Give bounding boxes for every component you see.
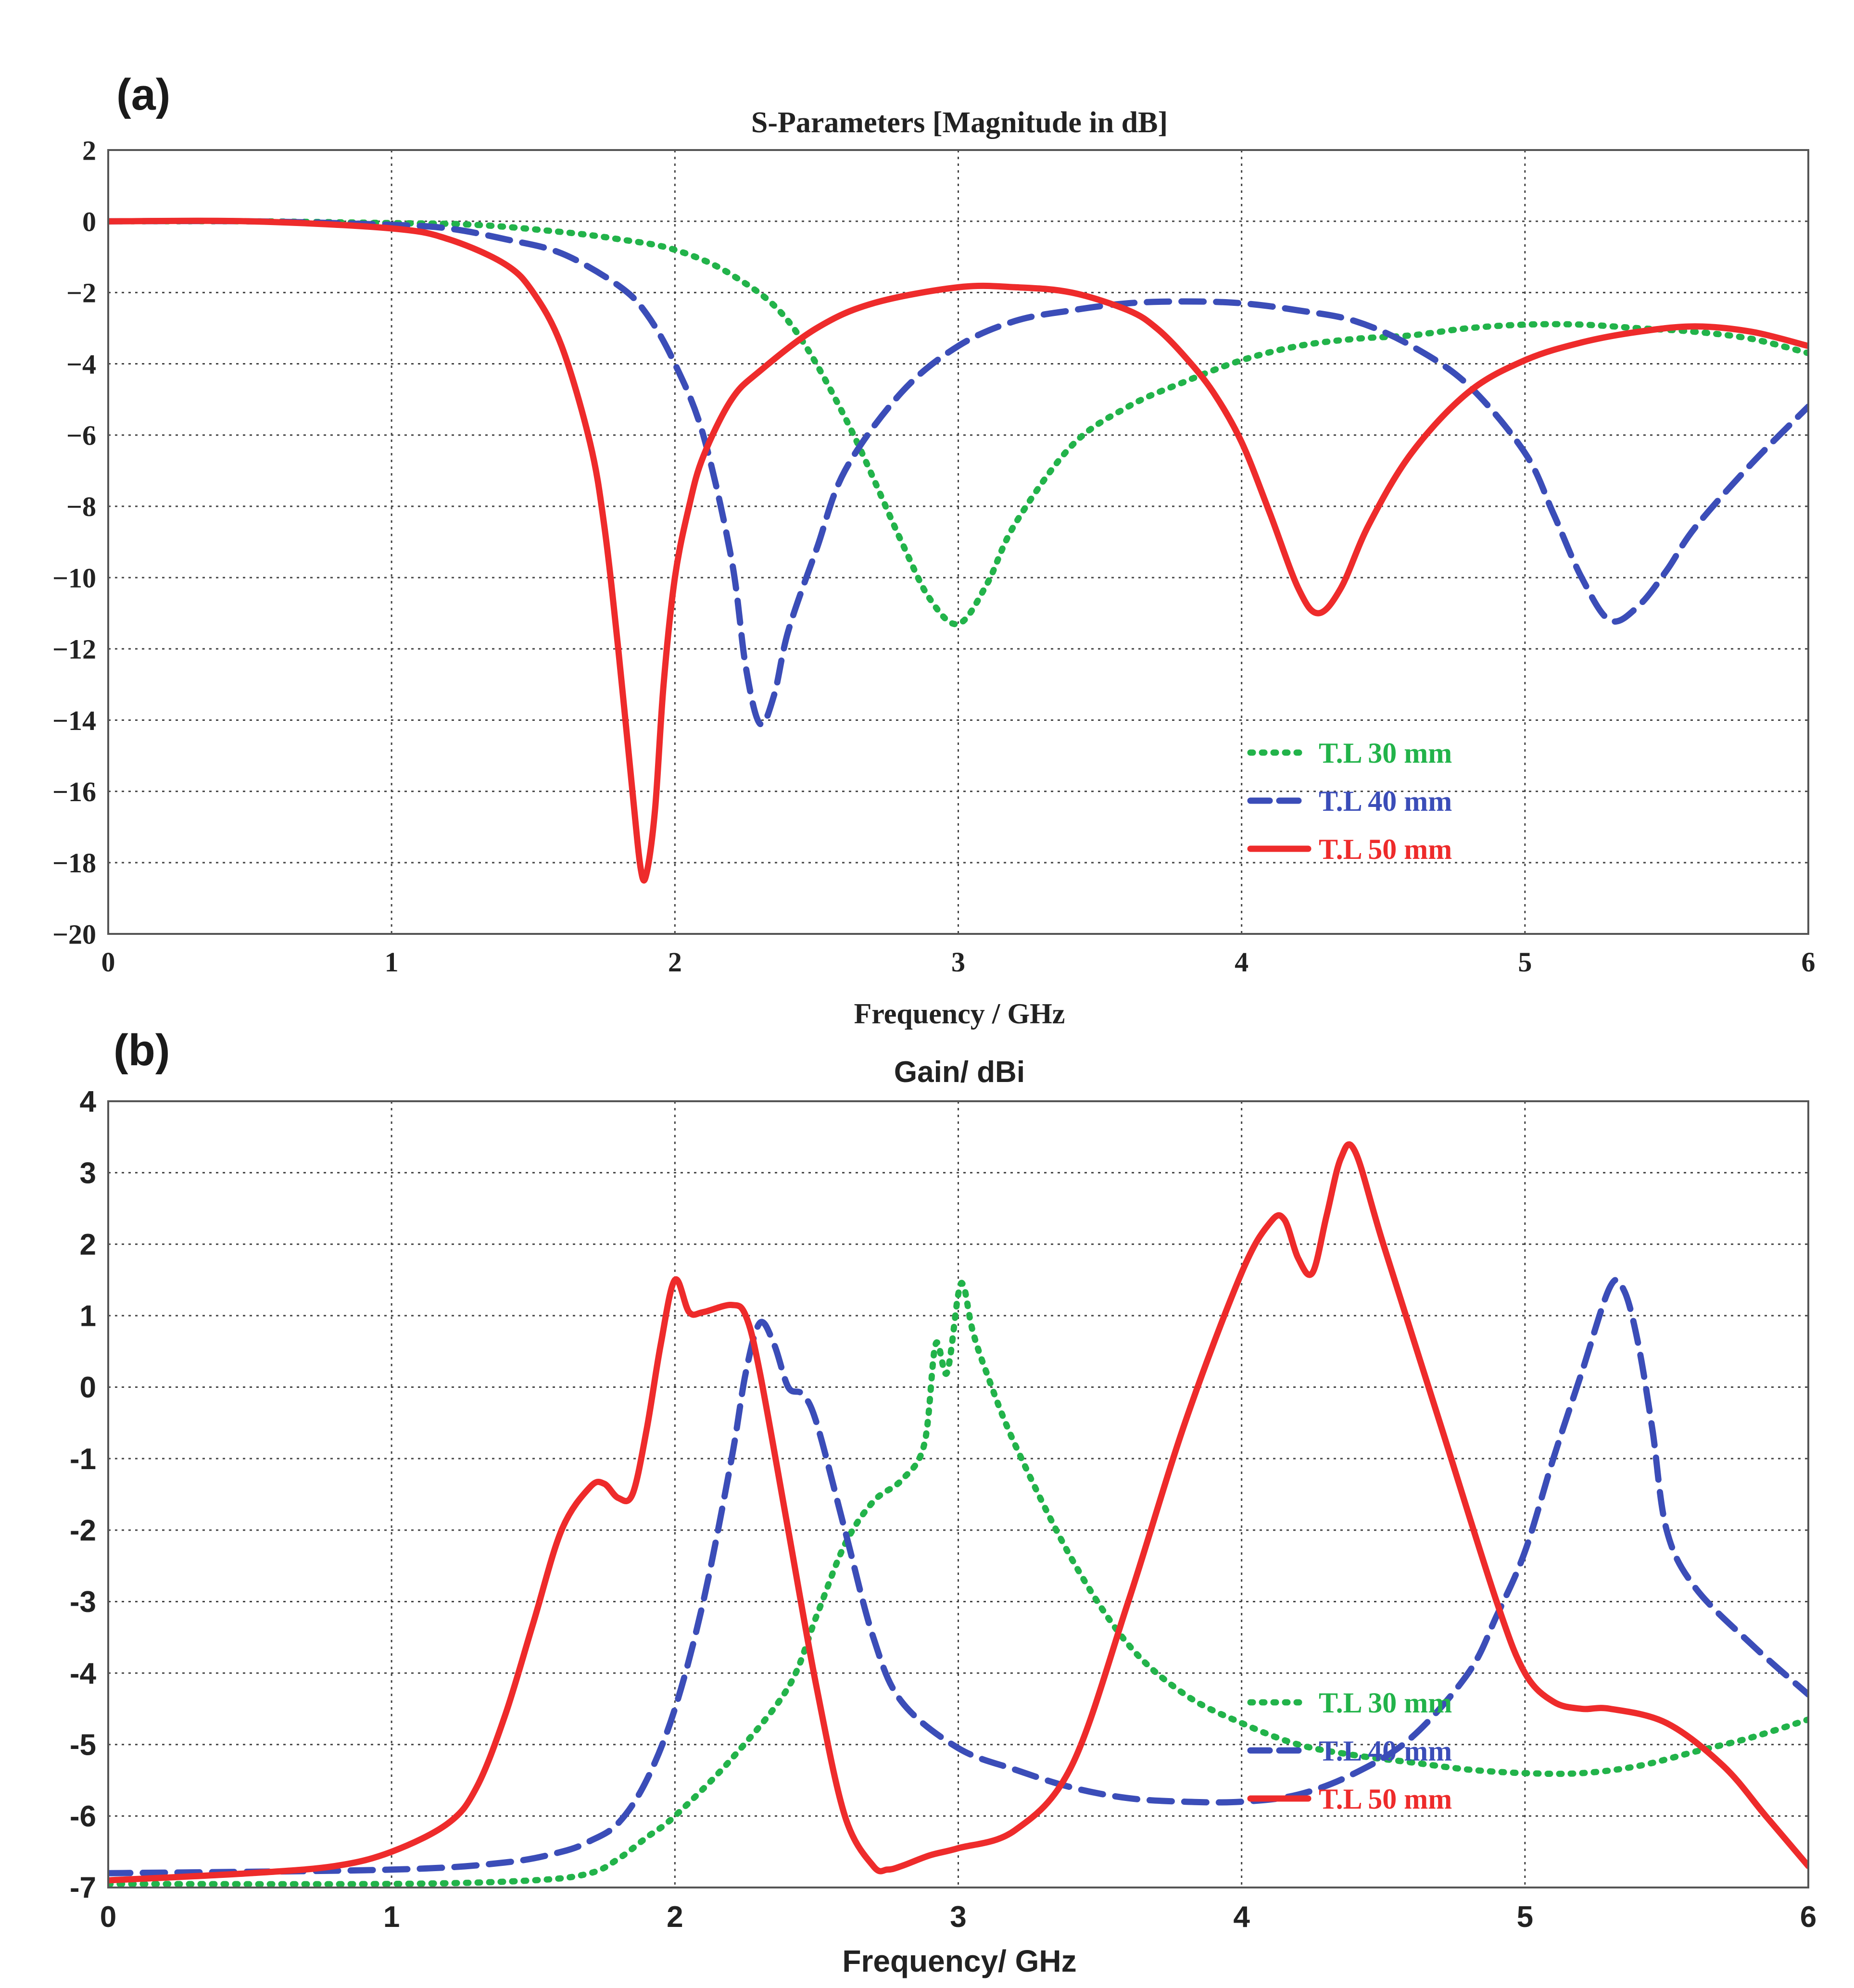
x-tick-label: 3 bbox=[951, 946, 965, 978]
x-tick-label: 1 bbox=[383, 1900, 400, 1934]
legend-label: T.L 50 mm bbox=[1319, 1783, 1452, 1815]
x-tick-labels: 0 1 2 3 4 5 6 bbox=[101, 946, 1816, 978]
y-tick-label: -3 bbox=[70, 1585, 96, 1619]
y-tick-label: 3 bbox=[80, 1157, 96, 1190]
panel-label: (a) bbox=[116, 70, 170, 119]
x-tick-label: 0 bbox=[101, 946, 115, 978]
y-tick-label: −2 bbox=[66, 277, 96, 309]
y-tick-label: 0 bbox=[82, 206, 96, 237]
panel-b: (b) Gain/ dBi 4 3 2 1 0 -1 -2 -3 -4 -5 -6 -7 0 1 2 3 4 5… bbox=[70, 1026, 1816, 1978]
x-tick-label: 4 bbox=[1235, 946, 1249, 978]
y-tick-label: -7 bbox=[70, 1872, 96, 1905]
plot-frame bbox=[107, 149, 1809, 935]
y-tick-label: -6 bbox=[70, 1800, 96, 1833]
panel-label: (b) bbox=[114, 1026, 170, 1075]
chart-title: Gain/ dBi bbox=[894, 1056, 1025, 1089]
x-axis-label: Frequency / GHz bbox=[854, 998, 1065, 1030]
y-tick-label: −14 bbox=[52, 705, 96, 736]
legend-label: T.L 40 mm bbox=[1319, 785, 1452, 817]
x-tick-label: 5 bbox=[1518, 946, 1532, 978]
x-tick-label: 3 bbox=[950, 1900, 966, 1934]
y-tick-label: −20 bbox=[52, 919, 96, 950]
y-tick-label: -2 bbox=[70, 1514, 96, 1548]
x-tick-label: 2 bbox=[667, 1900, 683, 1934]
y-tick-label: 4 bbox=[80, 1085, 97, 1119]
y-tick-label: 2 bbox=[82, 135, 96, 166]
legend-label: T.L 50 mm bbox=[1319, 833, 1452, 865]
y-tick-label: -1 bbox=[70, 1443, 96, 1476]
x-tick-label: 0 bbox=[100, 1900, 116, 1934]
legend: T.L 30 mm T.L 40 mm T.L 50 mm bbox=[1247, 1687, 1452, 1815]
y-tick-labels: 2 0 −2 −4 −6 −8 −10 −12 −14 −16 −18 −20 bbox=[52, 135, 96, 950]
y-tick-label: −16 bbox=[52, 776, 96, 807]
x-axis-label: Frequency/ GHz bbox=[842, 1944, 1076, 1978]
y-tick-label: -4 bbox=[70, 1657, 97, 1690]
y-tick-label: 2 bbox=[80, 1228, 96, 1261]
series-line bbox=[108, 1280, 1808, 1887]
y-tick-label: −8 bbox=[66, 491, 96, 522]
grid bbox=[108, 1101, 1808, 1887]
series-line bbox=[108, 1276, 1808, 1876]
y-tick-label: −6 bbox=[66, 420, 96, 451]
series-line bbox=[108, 217, 1808, 884]
legend-label: T.L 40 mm bbox=[1319, 1735, 1452, 1767]
x-tick-label: 6 bbox=[1800, 1900, 1816, 1934]
x-tick-label: 1 bbox=[385, 946, 399, 978]
series-line bbox=[108, 218, 1808, 628]
y-tick-label: −10 bbox=[52, 562, 96, 593]
x-tick-label: 6 bbox=[1802, 946, 1816, 978]
legend-label: T.L 30 mm bbox=[1319, 1687, 1452, 1719]
legend: T.L 30 mm T.L 40 mm T.L 50 mm bbox=[1247, 737, 1452, 865]
x-tick-label: 5 bbox=[1517, 1900, 1533, 1934]
x-tick-labels: 0 1 2 3 4 5 6 bbox=[100, 1900, 1816, 1934]
y-tick-label: 1 bbox=[80, 1300, 96, 1333]
panel-a: (a) S-Parameters [Magnitude in dB] 2 0 −2 −… bbox=[52, 70, 1816, 1030]
y-tick-label: -5 bbox=[70, 1728, 96, 1762]
x-tick-label: 2 bbox=[668, 946, 682, 978]
plot-frame bbox=[107, 1100, 1809, 1888]
y-tick-label: 0 bbox=[80, 1371, 96, 1404]
y-tick-labels: 4 3 2 1 0 -1 -2 -3 -4 -5 -6 -7 bbox=[70, 1085, 97, 1905]
series-line bbox=[108, 1141, 1808, 1884]
legend-label: T.L 30 mm bbox=[1319, 737, 1452, 769]
y-tick-label: −12 bbox=[52, 634, 96, 665]
grid bbox=[108, 150, 1808, 934]
x-tick-label: 4 bbox=[1233, 1900, 1250, 1934]
series-group bbox=[108, 1141, 1808, 1887]
series-line bbox=[108, 218, 1808, 728]
series-group bbox=[108, 217, 1808, 884]
chart-title: S-Parameters [Magnitude in dB] bbox=[751, 106, 1168, 139]
y-tick-label: −18 bbox=[52, 847, 96, 879]
y-tick-label: −4 bbox=[66, 349, 96, 380]
